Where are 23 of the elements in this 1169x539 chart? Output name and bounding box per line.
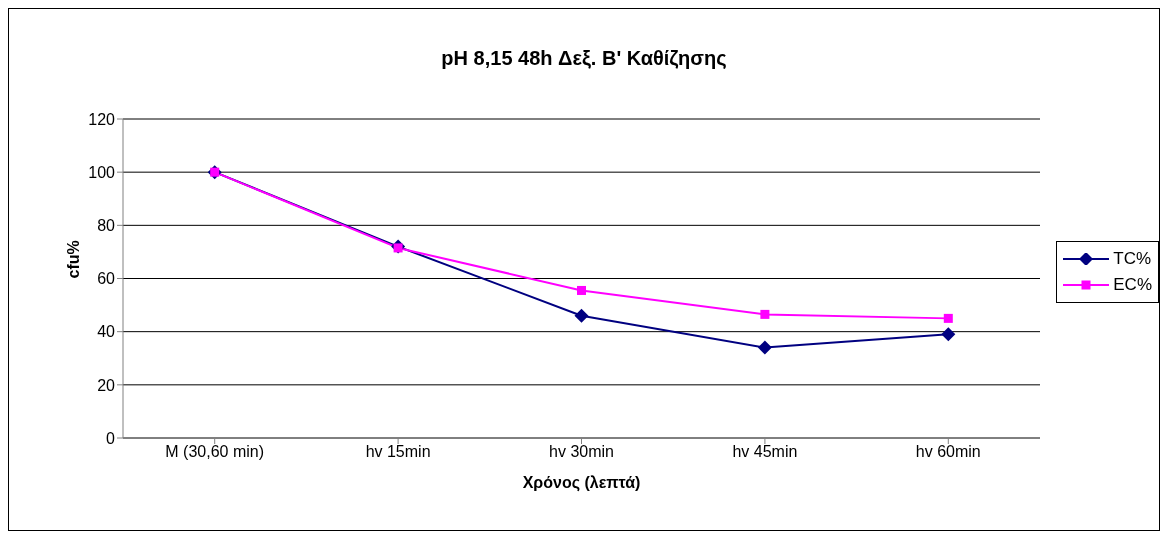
- point: [760, 309, 770, 319]
- point: [577, 285, 586, 295]
- x-axis-title: Χρόνος (λεπτά): [522, 474, 641, 492]
- x-tick-label: hv 45min: [732, 443, 798, 461]
- x-tick-label: M (30,60 min): [165, 443, 265, 461]
- y-tick-label: 100: [88, 163, 116, 181]
- y-tick-label: 40: [97, 323, 116, 341]
- x-tick-label: hv 15min: [365, 443, 431, 461]
- y-tick-label: 20: [97, 376, 116, 394]
- point: [574, 308, 589, 323]
- y-tick-label: 120: [88, 110, 116, 128]
- point: [943, 313, 953, 323]
- y-tick-label: 80: [97, 217, 116, 235]
- y-tick-label: 60: [97, 270, 116, 288]
- y-tick-label: 0: [106, 429, 116, 447]
- point: [757, 340, 772, 355]
- legend-label: TC%: [1113, 248, 1152, 270]
- chart-title: pH 8,15 48h Δεξ. Β' Καθίζησης: [440, 47, 728, 70]
- y-axis-title: cfu%: [64, 240, 82, 279]
- legend-label: EC%: [1113, 274, 1152, 296]
- x-tick-label: hv 60min: [915, 443, 981, 461]
- x-tick-label: hv 30min: [549, 443, 614, 461]
- point: [941, 327, 956, 342]
